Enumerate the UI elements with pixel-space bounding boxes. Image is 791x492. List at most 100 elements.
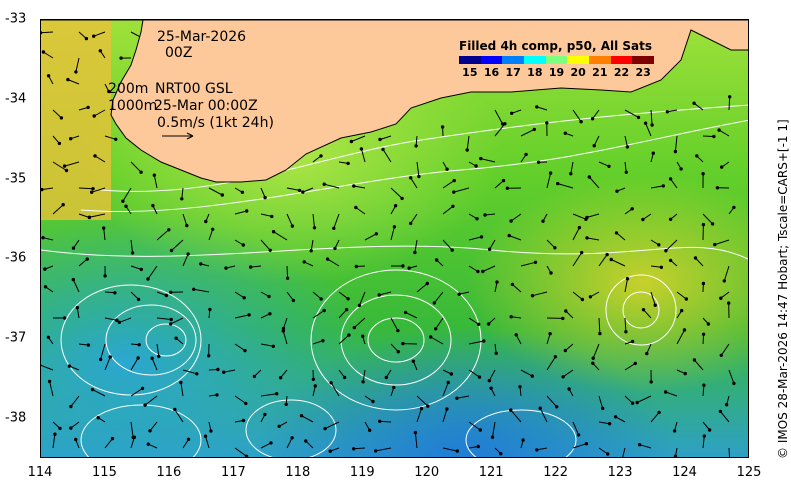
current-vector-arrow: [532, 291, 548, 297]
current-vector-head: [277, 424, 281, 428]
current-vector-head: [98, 49, 102, 53]
current-vector-arrow: [130, 421, 134, 438]
current-vector-arrow: [153, 175, 158, 189]
sst-map[interactable]: [40, 19, 749, 458]
current-vector-arrow: [78, 258, 88, 267]
current-vector-head: [41, 236, 45, 240]
current-vector-arrow: [410, 177, 418, 189]
colorbar-tick-label: 23: [635, 66, 651, 79]
current-vector-arrow: [286, 437, 293, 449]
current-vector-head: [645, 351, 649, 356]
current-vector-head: [509, 219, 513, 223]
current-vector-head: [361, 380, 365, 384]
current-vector-arrow: [234, 343, 246, 352]
current-vector-arrow: [93, 31, 106, 37]
current-vector-arrow: [510, 409, 522, 423]
current-vector-head: [455, 396, 459, 400]
current-vector-head: [728, 95, 732, 99]
current-vector-head: [347, 333, 351, 337]
current-vector-head: [252, 374, 257, 379]
current-vector-head: [132, 435, 137, 439]
current-vector-arrow: [515, 334, 522, 345]
current-vector-head: [269, 441, 273, 445]
current-vector-arrow: [144, 395, 158, 406]
current-vector-arrow: [234, 314, 250, 319]
current-vector-arrow: [390, 187, 403, 199]
current-vector-head: [46, 74, 51, 78]
current-vector-arrow: [151, 358, 158, 371]
current-vector-arrow: [592, 343, 600, 359]
current-vector-head: [701, 222, 706, 227]
current-vector-head: [179, 380, 183, 385]
current-vector-arrow: [260, 393, 277, 397]
current-vector-head: [426, 404, 430, 408]
current-vector-head: [244, 454, 249, 457]
current-vector-arrow: [442, 180, 455, 189]
current-vector-arrow: [442, 382, 449, 397]
current-vector-arrow: [588, 176, 600, 189]
current-vector-head: [195, 372, 199, 376]
y-tick-label: -34: [5, 91, 27, 107]
current-vector-head: [396, 328, 400, 333]
current-vector-arrow: [482, 265, 496, 272]
current-vector-head: [633, 361, 637, 366]
current-vector-head: [584, 442, 589, 446]
current-vector-arrow: [52, 434, 56, 449]
current-vector-arrow: [456, 395, 470, 399]
x-tick-label: 120: [414, 465, 440, 480]
warm-coastal-strip: [41, 20, 111, 220]
current-vector-head: [378, 419, 382, 423]
current-vector-head: [429, 335, 433, 339]
current-vector-head: [548, 171, 553, 175]
current-vector-head: [69, 426, 73, 430]
current-vector-head: [84, 36, 89, 41]
current-vector-head: [136, 356, 140, 360]
current-vector-arrow: [122, 187, 132, 202]
current-vector-arrow: [302, 187, 314, 193]
current-vector-head: [614, 231, 619, 235]
current-vector-head: [609, 257, 613, 262]
current-vector-arrow: [572, 421, 580, 436]
current-vector-head: [85, 257, 89, 261]
current-vector-arrow: [52, 161, 67, 171]
current-vector-arrow: [104, 438, 113, 449]
current-vector-head: [695, 154, 699, 158]
current-vector-head: [384, 375, 388, 380]
current-vector-arrow: [572, 291, 583, 300]
current-vector-head: [701, 332, 706, 336]
current-vector-head: [440, 125, 445, 129]
current-vector-head: [732, 205, 736, 210]
current-vector-head: [592, 144, 596, 148]
current-vector-arrow: [182, 439, 189, 449]
current-vector-head: [174, 336, 178, 340]
current-vector-arrow: [468, 340, 484, 345]
time-label: 00Z: [165, 45, 193, 61]
current-vector-arrow: [639, 444, 652, 449]
current-vector-arrow: [636, 395, 652, 403]
bathymetry-contours: [41, 104, 748, 457]
depth-contour-label-1000: 1000m: [108, 98, 158, 114]
current-vector-arrow: [453, 187, 470, 193]
current-vector-arrow: [312, 340, 324, 345]
current-vector-arrow: [104, 356, 111, 371]
current-vector-arrow: [89, 213, 106, 218]
x-tick-label: 118: [285, 465, 311, 480]
current-vector-head: [663, 390, 668, 394]
current-vector-arrow: [546, 239, 556, 249]
current-vector-head: [452, 190, 456, 194]
current-vector-arrow: [338, 309, 347, 319]
current-vector-head: [509, 315, 513, 319]
current-vector-head: [630, 401, 635, 405]
credit-text: © IMOS 28-Mar-2026 14:47 Hobart; Tscale=…: [776, 119, 790, 459]
current-vector-head: [556, 181, 560, 186]
current-vector-arrow: [650, 265, 662, 268]
current-vector-arrow: [93, 109, 106, 117]
current-vector-arrow: [520, 128, 535, 137]
current-vector-head: [64, 168, 69, 173]
current-vector-arrow: [234, 291, 245, 299]
current-vector-head: [712, 134, 716, 139]
current-vector-arrow: [435, 317, 444, 330]
current-vector-head: [96, 416, 100, 420]
current-vector-head: [173, 407, 177, 412]
current-vector-head: [450, 248, 454, 252]
